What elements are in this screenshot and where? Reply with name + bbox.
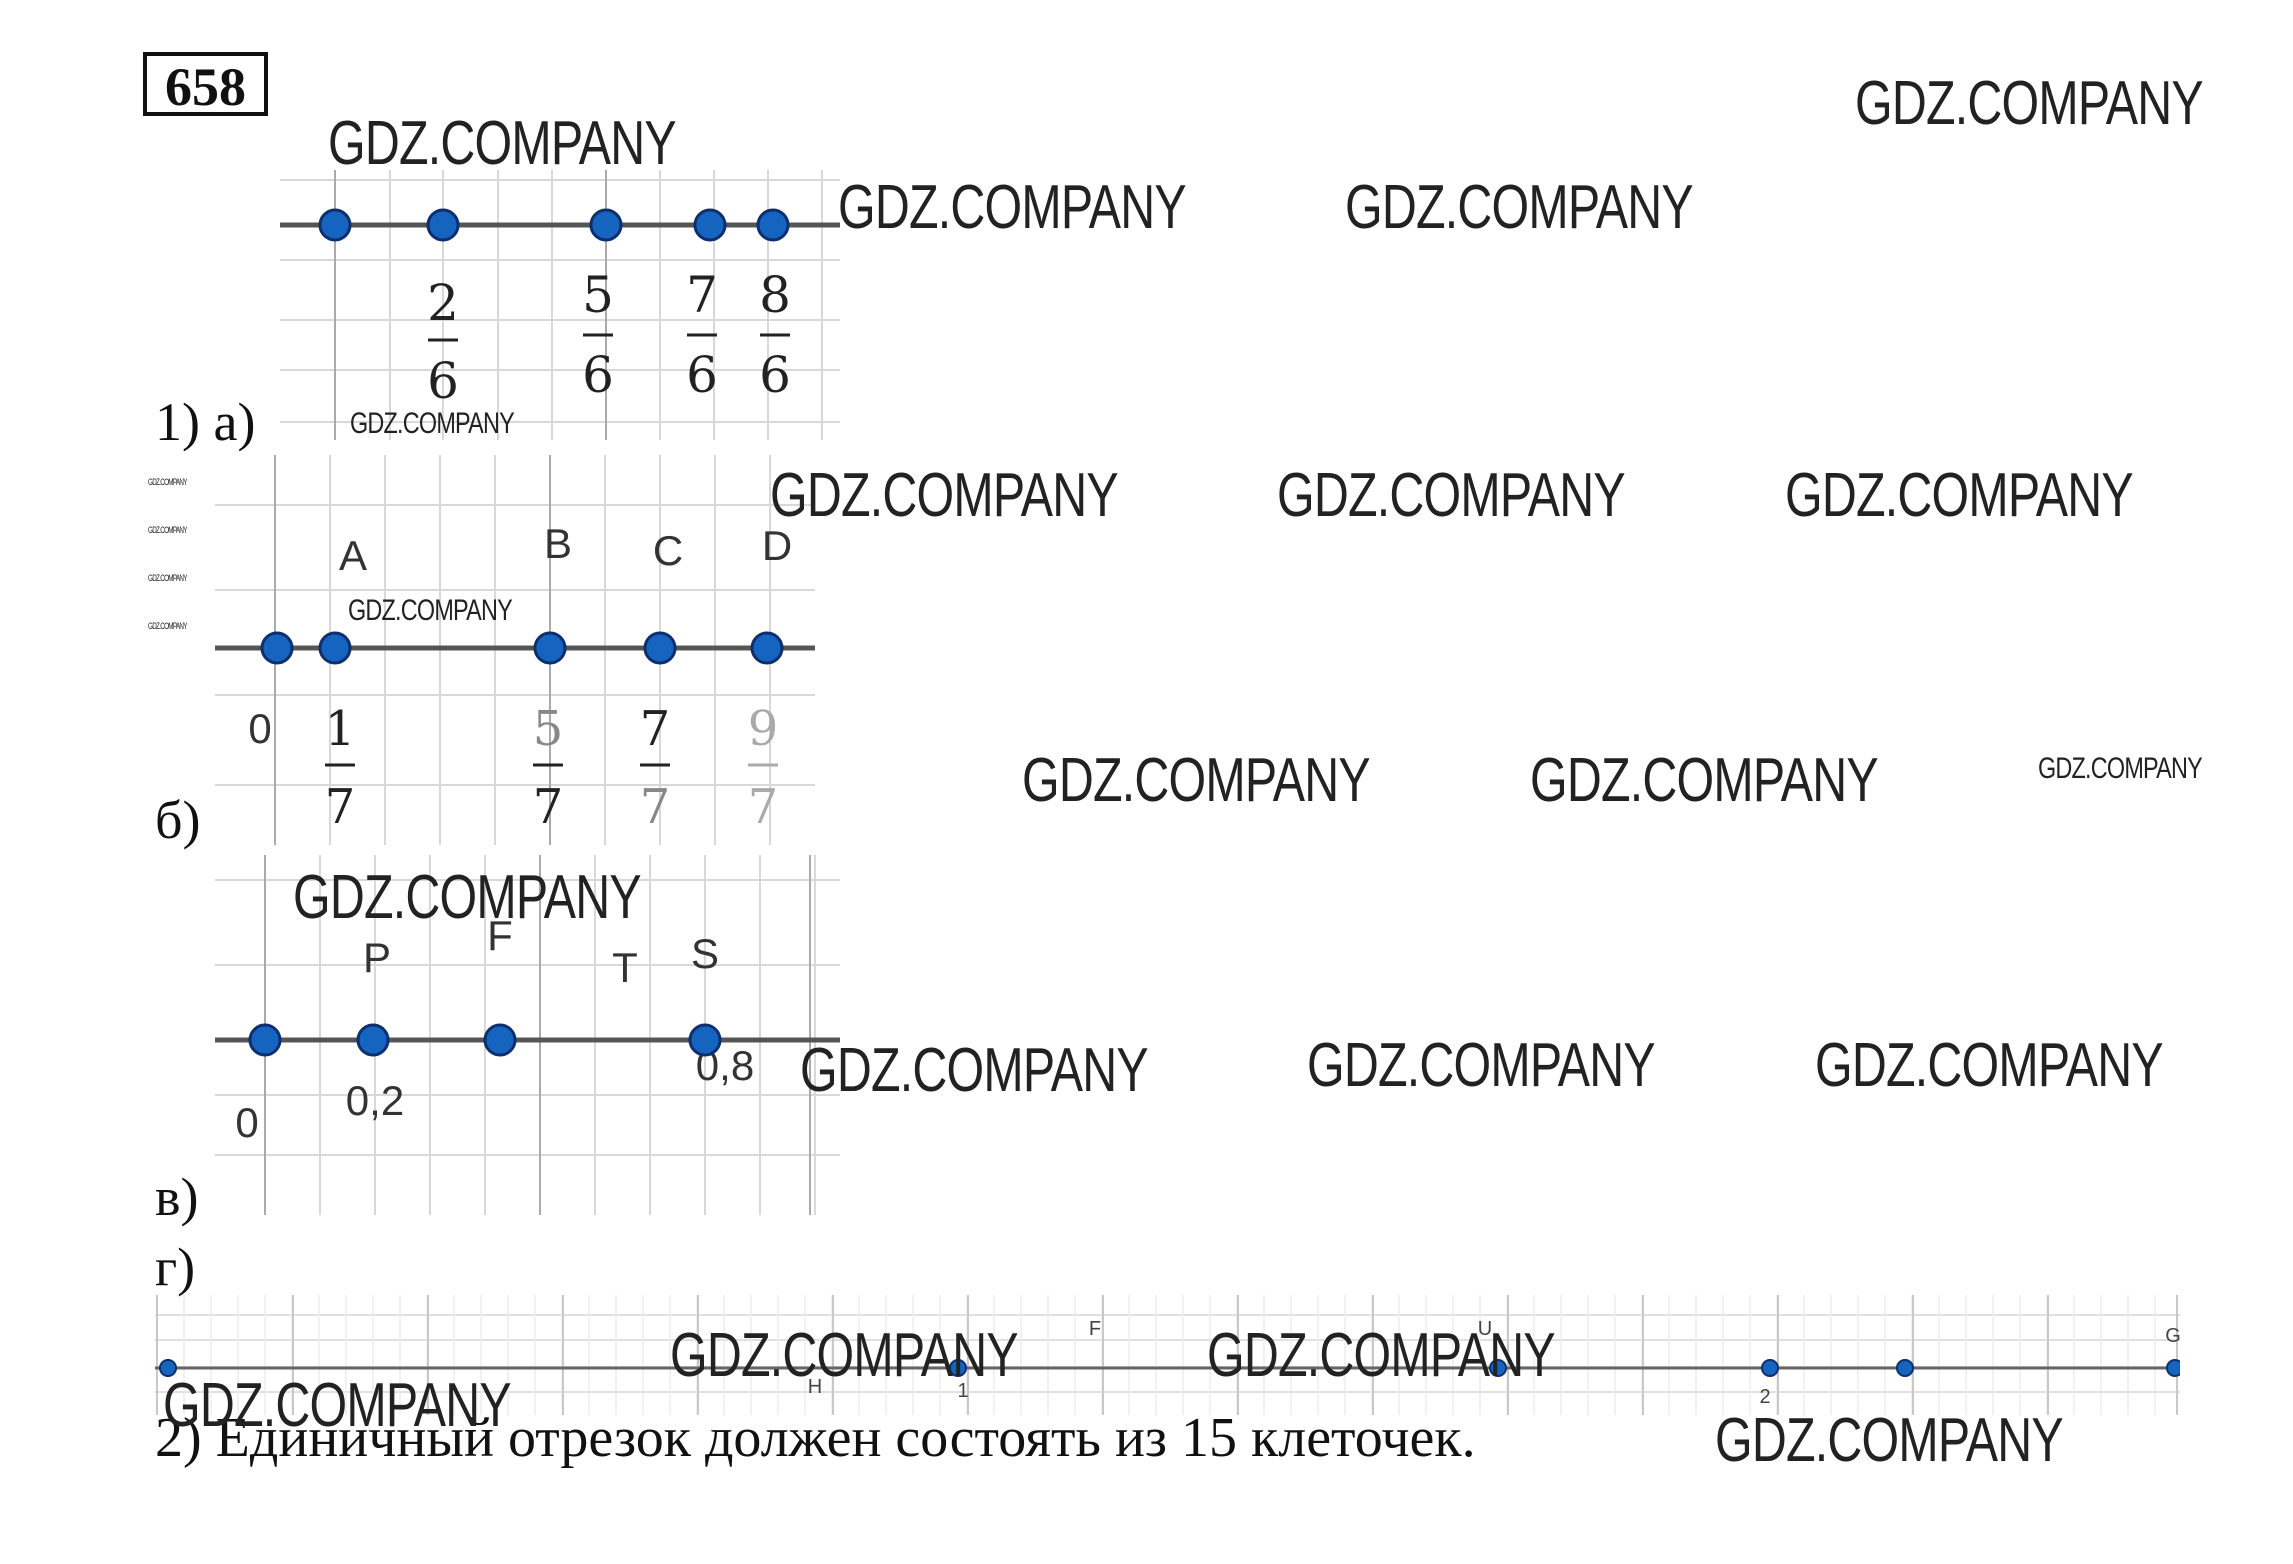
answer-text: 2) Единичный отрезок должен состоять из … bbox=[155, 1407, 1476, 1469]
number-line-g: F U H G 1 2 bbox=[155, 1295, 2180, 1415]
tick-g-2: 2 bbox=[1759, 1386, 1770, 1408]
watermark: GDZ.COMPANY bbox=[670, 1321, 1019, 1390]
label-v-P: P bbox=[363, 934, 391, 981]
frac-a-4-den: 6 bbox=[759, 346, 791, 404]
label-g-U: U bbox=[1478, 1318, 1492, 1340]
label-b-zero: 0 bbox=[248, 705, 271, 752]
watermark: GDZ.COMPANY bbox=[350, 407, 515, 440]
point-b-A bbox=[318, 631, 352, 665]
label-g-G: G bbox=[2165, 1325, 2180, 1347]
frac-a-1-den: 6 bbox=[427, 352, 459, 410]
point-a-0 bbox=[318, 208, 352, 242]
label-1g: г) bbox=[155, 1237, 196, 1297]
point-v-S bbox=[688, 1023, 722, 1057]
frac-b-3-den: 7 bbox=[640, 779, 671, 835]
frac-b-1-num: 1 bbox=[325, 701, 356, 757]
watermark: GDZ.COMPANY bbox=[2038, 752, 2203, 785]
number-line-b: A B C D 0 1 7 5 7 7 7 9 7 bbox=[215, 455, 815, 845]
frac-b-1-den: 7 bbox=[325, 779, 356, 835]
point-v-F bbox=[483, 1023, 517, 1057]
point-g-1 bbox=[949, 1359, 967, 1377]
label-v-F: F bbox=[487, 912, 513, 959]
point-g-3 bbox=[1896, 1359, 1914, 1377]
point-v-P bbox=[356, 1023, 390, 1057]
label-g-H: H bbox=[808, 1376, 822, 1398]
point-g-G bbox=[2166, 1359, 2180, 1377]
label-1v: в) bbox=[155, 1167, 199, 1227]
point-a-7-6 bbox=[693, 208, 727, 242]
frac-a-2-num: 5 bbox=[582, 266, 614, 324]
frac-a-3-den: 6 bbox=[686, 346, 718, 404]
number-line-v: P F T S 0 0,2 0,8 bbox=[215, 855, 840, 1215]
frac-b-4-num: 9 bbox=[748, 701, 779, 757]
watermark: GDZ.COMPANY bbox=[328, 109, 677, 178]
point-b-0 bbox=[260, 631, 294, 665]
watermark: GDZ.COMPANY bbox=[1530, 746, 1879, 815]
watermark: GDZ.COMPANY bbox=[163, 1371, 512, 1440]
point-v-0 bbox=[248, 1023, 282, 1057]
watermark: GDZ.COMPANY bbox=[148, 573, 187, 583]
frac-a-2-den: 6 bbox=[582, 346, 614, 404]
watermark: GDZ.COMPANY bbox=[1715, 1406, 2064, 1475]
frac-b-3-num: 7 bbox=[640, 701, 671, 757]
frac-a-3-num: 7 bbox=[686, 266, 718, 324]
watermark: GDZ.COMPANY bbox=[1022, 746, 1371, 815]
frac-a-1-num: 2 bbox=[427, 274, 459, 332]
label-b-A: A bbox=[339, 532, 367, 579]
watermark: GDZ.COMPANY bbox=[1307, 1031, 1656, 1100]
watermark: GDZ.COMPANY bbox=[1345, 173, 1694, 242]
watermark: GDZ.COMPANY bbox=[1207, 1321, 1556, 1390]
watermark: GDZ.COMPANY bbox=[348, 594, 513, 627]
point-b-C bbox=[643, 631, 677, 665]
frac-b-4-den: 7 bbox=[748, 779, 779, 835]
label-v-T: T bbox=[612, 944, 638, 991]
point-a-5-6 bbox=[589, 208, 623, 242]
point-g-U bbox=[1489, 1359, 1507, 1377]
frac-a-4-num: 8 bbox=[759, 266, 791, 324]
point-b-D bbox=[750, 631, 784, 665]
point-g-0 bbox=[159, 1359, 177, 1377]
watermark: GDZ.COMPANY bbox=[1815, 1031, 2164, 1100]
tick-g-1: 1 bbox=[957, 1380, 968, 1402]
watermark: GDZ.COMPANY bbox=[1785, 461, 2134, 530]
watermark: GDZ.COMPANY bbox=[148, 477, 187, 487]
watermark: GDZ.COMPANY bbox=[838, 173, 1187, 242]
label-b-B: B bbox=[544, 520, 572, 567]
point-g-2 bbox=[1761, 1359, 1779, 1377]
label-v-S: S bbox=[691, 930, 719, 977]
label-b-D: D bbox=[762, 522, 792, 569]
label-1b: б) bbox=[155, 790, 201, 850]
watermark: GDZ.COMPANY bbox=[770, 461, 1119, 530]
task-number: 658 bbox=[143, 52, 268, 117]
watermark: GDZ.COMPANY bbox=[148, 621, 187, 631]
label-g-F: F bbox=[1089, 1318, 1101, 1340]
label-b-C: C bbox=[653, 527, 683, 574]
point-b-B bbox=[533, 631, 567, 665]
label-v-zero: 0 bbox=[235, 1099, 258, 1146]
label-1a: 1) а) bbox=[155, 392, 256, 452]
point-a-8-6 bbox=[756, 208, 790, 242]
label-v-02: 0,2 bbox=[346, 1077, 404, 1124]
watermark: GDZ.COMPANY bbox=[293, 863, 642, 932]
watermark: GDZ.COMPANY bbox=[148, 525, 187, 535]
watermark: GDZ.COMPANY bbox=[1277, 461, 1626, 530]
frac-b-2-num: 5 bbox=[533, 701, 564, 757]
point-a-2-6 bbox=[426, 208, 460, 242]
watermark: GDZ.COMPANY bbox=[1855, 69, 2204, 138]
watermark: GDZ.COMPANY bbox=[800, 1036, 1149, 1105]
number-line-a: 2 6 5 6 7 6 8 6 bbox=[280, 170, 840, 440]
frac-b-2-den: 7 bbox=[533, 779, 564, 835]
